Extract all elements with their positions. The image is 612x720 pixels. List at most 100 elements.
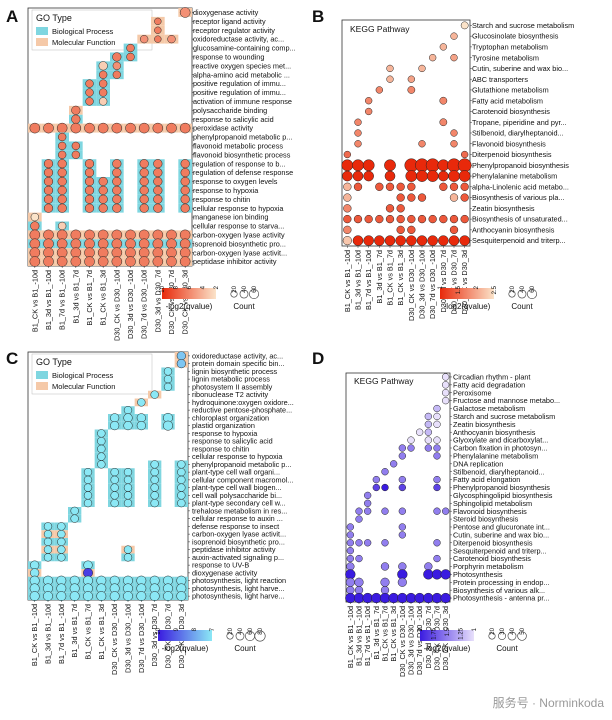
row-label: Carotenoid biosynthesis — [453, 554, 531, 563]
dot-mark — [345, 577, 355, 587]
dot-mark — [371, 592, 382, 604]
row-label: Starch and sucrose metabolism — [453, 412, 555, 421]
dot-mark — [57, 185, 67, 195]
dot-mark — [179, 7, 191, 18]
dot-mark — [386, 75, 394, 83]
dot-mark — [364, 491, 372, 500]
dot-mark — [150, 475, 159, 485]
plot-title: KEGG Pathway — [350, 24, 410, 34]
row-label: Cutin, suberine and wax bio... — [472, 64, 568, 73]
col-label: B1_7d vs B1_-10d — [58, 270, 67, 330]
dot-mark — [177, 498, 186, 508]
dot-mark — [396, 214, 405, 224]
dot-mark — [138, 238, 150, 250]
cbar-tick-label: 1.25 — [459, 627, 465, 639]
row-label: response to oxygen levels — [193, 177, 278, 186]
dot-mark — [57, 545, 66, 554]
col-label: D30_7d vs D30_-10d — [137, 604, 146, 673]
dot-mark — [97, 460, 106, 469]
row-label: photosynthesis, light harve... — [192, 592, 284, 601]
row-label: positive regulation of immu... — [193, 88, 286, 97]
dot-mark — [29, 247, 41, 258]
row-label: reactive oxygen species met... — [193, 61, 291, 70]
dot-mark — [97, 238, 109, 250]
dot-mark — [442, 389, 450, 397]
dot-mark — [70, 256, 82, 267]
dot-mark — [341, 159, 354, 172]
row-label: Biosynthesis of various pla... — [472, 193, 564, 202]
dot-mark — [43, 203, 54, 213]
dot-mark — [442, 507, 450, 515]
dot-mark — [346, 554, 354, 563]
dot-mark — [43, 229, 54, 241]
dot-mark — [433, 444, 441, 452]
size-legend-label: 50 — [520, 627, 526, 634]
row-label: Zeatin biosynthesis — [472, 204, 535, 213]
dot-mark — [176, 351, 186, 361]
dot-mark — [150, 498, 159, 508]
dot-mark — [58, 221, 67, 231]
dot-mark — [43, 591, 53, 602]
col-label: D30_CK vs D30_-10d — [398, 606, 407, 677]
col-label: B1_CK vs B1_3d — [99, 270, 108, 326]
dot-mark — [398, 475, 406, 484]
dot-mark — [136, 591, 147, 602]
row-label: carbon-oxygen lyase activity — [193, 230, 285, 239]
row-label: response to UV-B — [192, 561, 249, 570]
dot-mark — [99, 97, 108, 106]
dot-mark — [459, 235, 470, 246]
row-label: cellular response to starva... — [193, 222, 284, 231]
row-label: Protein processing in endop... — [453, 578, 550, 587]
dot-mark — [433, 412, 441, 421]
dot-mark — [149, 591, 160, 602]
dot-mark — [57, 203, 67, 213]
dot-mark — [112, 194, 122, 204]
dot-mark — [30, 212, 39, 222]
dot-mark — [380, 577, 390, 587]
dot-mark — [385, 182, 395, 191]
dot-mark — [84, 168, 95, 178]
col-label: B1_3d vs B1_7d — [372, 606, 381, 660]
dot-mark — [71, 141, 80, 151]
dot-mark — [57, 537, 66, 547]
dot-mark — [69, 591, 80, 602]
col-label: B1_CK vs B1_-10d — [343, 250, 352, 312]
col-label: B1_3d vs B1_7d — [71, 270, 80, 324]
row-label: isoprenoid biosynthetic pro... — [192, 537, 285, 546]
dot-mark — [428, 214, 437, 224]
legend-swatch — [36, 382, 48, 390]
dot-mark — [343, 193, 352, 202]
dot-mark — [385, 214, 395, 224]
dot-mark — [354, 577, 364, 587]
dot-mark — [97, 247, 109, 258]
dot-mark — [99, 79, 108, 88]
row-label: manganese ion binding — [193, 213, 268, 222]
cbar-title: -log2(qvalue) — [424, 644, 471, 653]
panel-letter: A — [6, 7, 18, 26]
row-label: plant-type secondary cell w... — [192, 499, 286, 508]
dot-mark — [58, 150, 67, 159]
dot-mark — [43, 176, 54, 187]
col-label: D30_CK vs D30_-10d — [112, 270, 121, 341]
dot-mark — [70, 122, 82, 134]
dot-mark — [43, 537, 53, 547]
row-label: Flavonoid biosynthesis — [472, 139, 546, 148]
dot-mark — [442, 381, 450, 389]
count-title: Count — [496, 644, 518, 653]
dot-mark — [136, 413, 146, 423]
dot-mark — [346, 562, 355, 571]
row-label: flavonoid metabolic process — [193, 141, 283, 150]
size-legend-circle — [498, 632, 506, 640]
dot-mark — [112, 168, 122, 178]
dot-mark — [150, 467, 159, 477]
cbar-tick-label: 1.75 — [432, 627, 438, 639]
dot-mark — [433, 475, 441, 484]
dot-mark — [125, 122, 136, 134]
col-label: D30_7d vs D30_-10d — [140, 270, 149, 339]
dot-mark — [398, 444, 406, 452]
row-label: trehalose metabolism in res... — [192, 506, 287, 515]
cbar-title: -log2(qvalue) — [166, 302, 213, 311]
size-legend-label: 20 — [228, 627, 234, 634]
col-label: D30_7d vs D30_-10d — [428, 250, 437, 319]
dot-mark — [433, 420, 441, 428]
